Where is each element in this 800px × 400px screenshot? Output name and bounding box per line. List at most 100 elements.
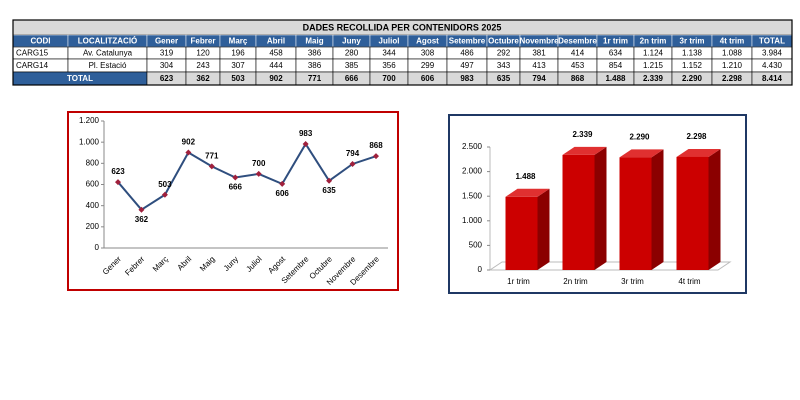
header-label: 4t trim [720,37,744,46]
total-text: 1.488 [605,74,626,83]
bar [676,156,709,270]
total-text: 503 [231,74,245,83]
cell-text: 386 [308,49,322,58]
cell-text: 196 [231,49,245,58]
marker [326,177,333,184]
y-tick-label: 500 [469,241,483,250]
header-label: Setembre [449,37,486,46]
data-label: 623 [111,167,125,176]
cell-text: 1.138 [682,49,703,58]
y-tick-label: 0 [478,265,483,274]
total-text: 606 [421,74,435,83]
cell-text: 386 [308,61,322,70]
header-label: Febrer [191,37,216,46]
total-text: 700 [382,74,396,83]
cell-text: 344 [382,49,396,58]
header-label: 1r trim [603,37,628,46]
line [117,142,377,211]
x-tick-label: 3r trim [621,277,644,286]
total-label: TOTAL [67,74,93,83]
bar-top [619,149,664,158]
header-label: Juliol [379,37,400,46]
bar-top [505,188,550,197]
data-label: 771 [205,152,219,161]
bar [619,157,652,270]
cell-text: 356 [382,61,396,70]
bar [562,154,595,270]
x-tick-label: 2n trim [563,277,588,286]
cell-text: 307 [231,61,245,70]
marker [115,179,121,186]
header-label: Abril [267,37,285,46]
header-label: 2n trim [640,37,667,46]
header-label: Novembre [519,37,559,46]
cell-text: 453 [571,61,585,70]
header-label: LOCALITZACIÓ [78,37,138,46]
y-tick-label: 800 [86,158,100,167]
cell-text: 120 [196,49,210,58]
x-tick-label: 1r trim [507,277,530,286]
marker [138,206,145,213]
cell-text: 243 [196,61,210,70]
cell-text: Pl. Estació [89,61,127,70]
cell-text: 1.215 [643,61,664,70]
data-label: 902 [182,138,196,147]
cell-text: 413 [532,61,546,70]
bar-side [594,146,607,270]
cell-text: 385 [345,61,359,70]
bar-side [651,149,664,270]
y-tick-label: 2.500 [462,142,483,151]
y-tick-label: 200 [86,222,100,231]
cell-text: CARG14 [16,61,49,70]
total-text: 771 [308,74,322,83]
marker [255,170,262,177]
marker [208,163,215,170]
header-label: Desembre [558,37,597,46]
data-label: 2.339 [572,130,593,139]
data-label: 983 [299,129,313,138]
data-label: 868 [369,141,383,150]
cell-text: 381 [532,49,546,58]
y-tick-label: 0 [95,243,100,252]
cell-text: 1.152 [682,61,703,70]
total-text: 8.414 [762,74,783,83]
bar [505,196,538,270]
marker [373,153,379,160]
x-tick-label: 4t trim [678,277,701,286]
bar-top [676,148,721,157]
header-label: Maig [305,37,323,46]
total-text: 983 [460,74,474,83]
cell-text: 319 [160,49,174,58]
total-text: 362 [196,74,210,83]
total-text: 868 [571,74,585,83]
y-tick-label: 1.500 [462,191,483,200]
data-label: 794 [346,149,360,158]
y-tick-label: 1.000 [79,137,100,146]
line-chart-frame [67,111,399,291]
header-label: Juny [342,37,361,46]
cell-text: 414 [571,49,585,58]
total-text: 794 [532,74,546,83]
y-tick-label: 2.000 [462,167,483,176]
marker [349,160,356,167]
cell-text: 1.210 [722,61,743,70]
cell-text: 308 [421,49,435,58]
cell-text: 1.088 [722,49,743,58]
total-text: 666 [345,74,359,83]
cell-text: 486 [460,49,474,58]
total-text: 2.298 [722,74,743,83]
header-label: Agost [416,37,439,46]
y-tick-label: 1.000 [462,216,483,225]
total-text: 902 [269,74,283,83]
total-text: 2.290 [682,74,703,83]
total-text: 623 [160,74,174,83]
cell-text: 497 [460,61,474,70]
cell-text: CARG15 [16,49,49,58]
y-tick-label: 600 [86,180,100,189]
marker [232,174,239,181]
y-tick-label: 400 [86,201,100,210]
cell-text: 3.984 [762,49,783,58]
cell-text: 634 [609,49,623,58]
header-label: Març [229,37,248,46]
